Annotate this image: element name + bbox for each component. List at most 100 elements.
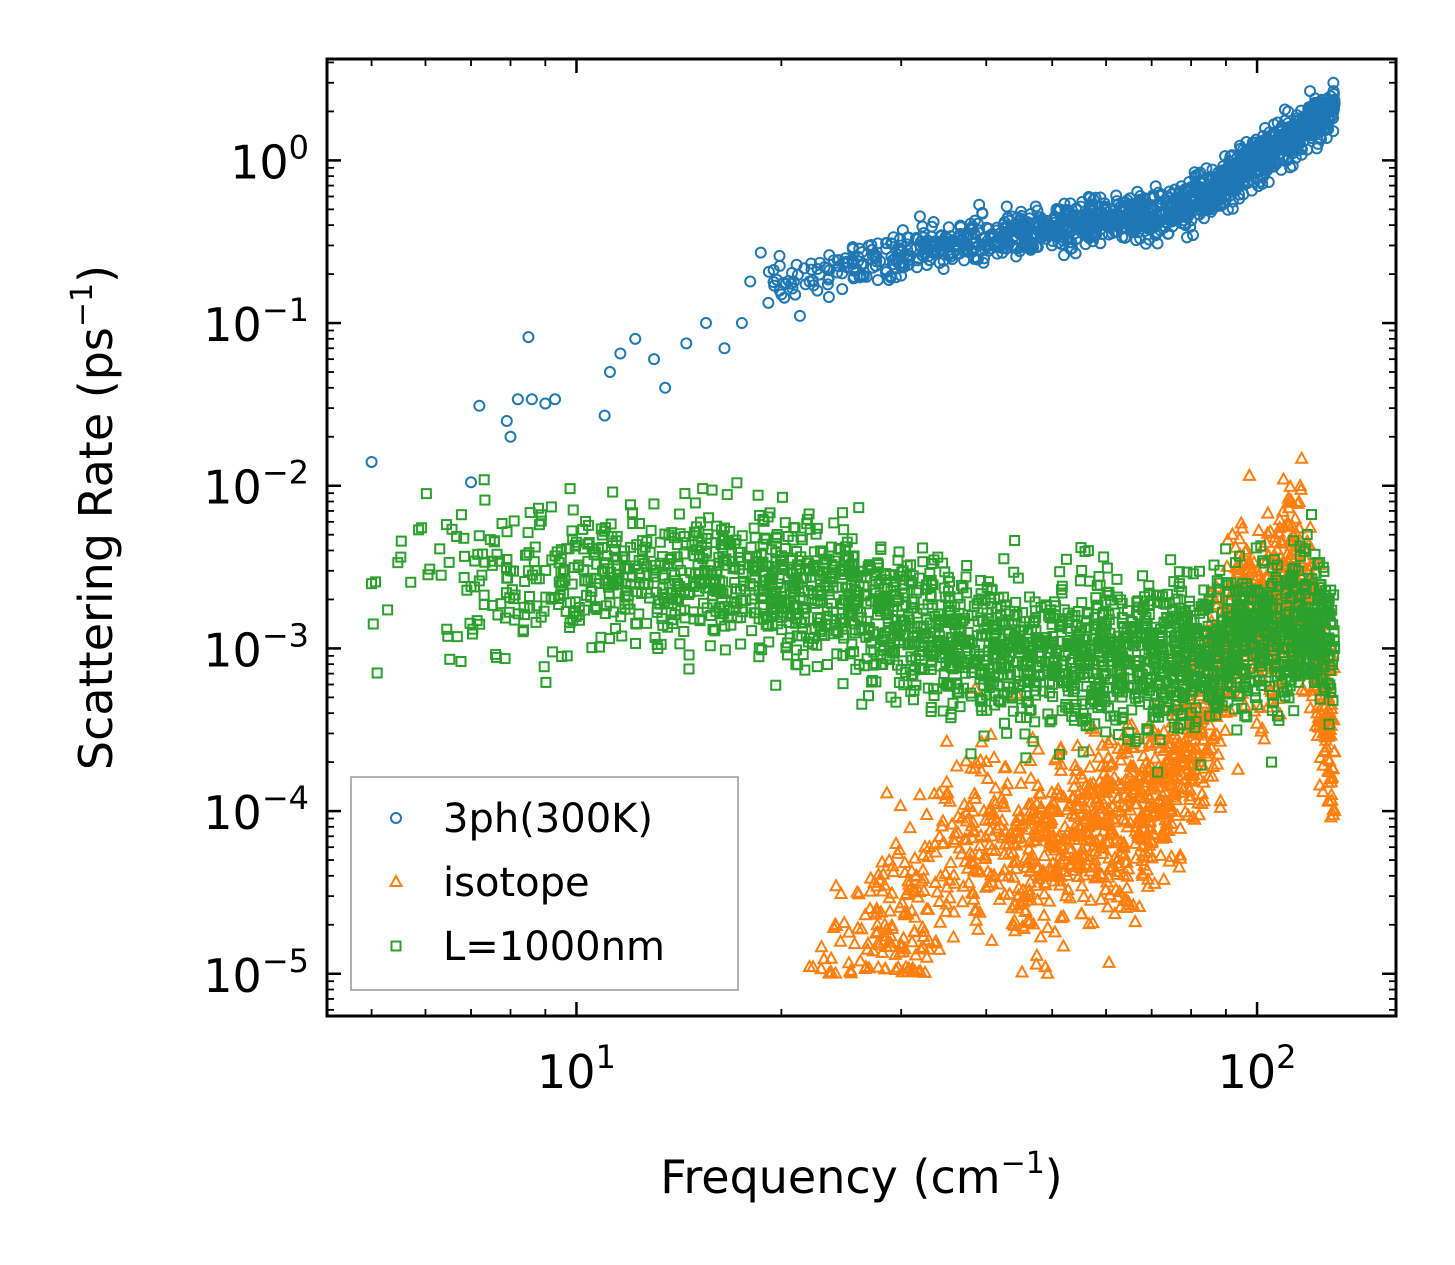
data-point bbox=[1195, 759, 1207, 771]
data-point bbox=[919, 949, 935, 963]
data-point bbox=[1242, 467, 1257, 481]
data-point bbox=[1287, 510, 1303, 524]
data-point bbox=[982, 222, 995, 235]
data-point bbox=[950, 824, 966, 839]
data-point bbox=[958, 254, 971, 267]
data-point bbox=[995, 868, 1011, 882]
data-point bbox=[1281, 517, 1296, 531]
data-point bbox=[1141, 228, 1154, 241]
data-point bbox=[939, 774, 954, 788]
data-point bbox=[1077, 848, 1092, 862]
data-point bbox=[1009, 837, 1024, 851]
data-point bbox=[1226, 163, 1239, 176]
data-point bbox=[1026, 916, 1041, 930]
data-point bbox=[1160, 756, 1175, 770]
data-point bbox=[1031, 741, 1046, 755]
data-point bbox=[1044, 803, 1060, 817]
data-point bbox=[665, 551, 677, 563]
data-point bbox=[1087, 193, 1100, 206]
data-point bbox=[1317, 105, 1330, 118]
data-point bbox=[522, 331, 535, 344]
data-point bbox=[1075, 770, 1090, 784]
data-point bbox=[1000, 231, 1013, 244]
data-point bbox=[1111, 740, 1126, 754]
data-point bbox=[1038, 877, 1053, 891]
data-point bbox=[978, 812, 993, 826]
data-point bbox=[972, 904, 988, 918]
data-point bbox=[1087, 230, 1100, 243]
data-point bbox=[1040, 920, 1055, 934]
data-point bbox=[1262, 176, 1275, 189]
data-point bbox=[1130, 234, 1143, 247]
data-point bbox=[1187, 568, 1199, 580]
data-point bbox=[1192, 770, 1207, 784]
data-point bbox=[967, 790, 983, 804]
data-point bbox=[555, 566, 567, 578]
data-point bbox=[1193, 565, 1205, 577]
data-point bbox=[539, 397, 552, 410]
data-point bbox=[888, 628, 900, 640]
series-3ph(300K) bbox=[365, 76, 1341, 489]
data-point bbox=[847, 936, 862, 950]
data-point bbox=[916, 882, 932, 896]
data-point bbox=[1061, 798, 1077, 812]
data-point bbox=[861, 960, 877, 974]
data-point bbox=[1117, 787, 1133, 801]
data-point bbox=[883, 934, 898, 948]
data-point bbox=[1012, 760, 1028, 774]
data-point bbox=[1159, 215, 1172, 228]
data-point bbox=[888, 835, 904, 849]
data-point bbox=[836, 607, 848, 619]
data-point bbox=[422, 569, 434, 581]
data-point bbox=[598, 409, 611, 422]
data-point bbox=[900, 906, 915, 920]
data-point bbox=[1285, 128, 1298, 141]
data-point bbox=[1138, 755, 1154, 769]
data-point bbox=[1062, 890, 1078, 904]
data-point bbox=[1119, 880, 1135, 894]
data-point bbox=[1014, 205, 1027, 218]
data-point bbox=[1174, 784, 1189, 798]
data-point bbox=[994, 790, 1010, 804]
data-point bbox=[946, 929, 961, 943]
data-point bbox=[1053, 227, 1066, 240]
data-point bbox=[937, 263, 950, 276]
data-point bbox=[589, 602, 601, 614]
data-point bbox=[1067, 757, 1083, 772]
data-point bbox=[1310, 699, 1325, 713]
data-point bbox=[649, 631, 661, 643]
data-point bbox=[1260, 505, 1276, 519]
data-point bbox=[566, 525, 578, 537]
data-point bbox=[1159, 809, 1174, 823]
data-point bbox=[1123, 727, 1135, 739]
data-point bbox=[1101, 749, 1116, 763]
data-point bbox=[842, 963, 858, 977]
data-point bbox=[1321, 702, 1337, 717]
data-point bbox=[961, 560, 973, 572]
data-point bbox=[1110, 790, 1125, 804]
data-point bbox=[535, 509, 547, 521]
data-point bbox=[583, 537, 595, 549]
data-point bbox=[1194, 786, 1210, 800]
data-point bbox=[972, 846, 987, 860]
data-point bbox=[1144, 759, 1159, 773]
data-point bbox=[1090, 592, 1102, 604]
data-point bbox=[1252, 180, 1265, 193]
data-point bbox=[1094, 191, 1107, 204]
data-point bbox=[1301, 529, 1313, 541]
data-point bbox=[1166, 200, 1179, 213]
data-point bbox=[966, 223, 979, 236]
data-point bbox=[472, 548, 484, 560]
data-point bbox=[495, 598, 507, 610]
data-point bbox=[1213, 793, 1228, 807]
data-point bbox=[522, 527, 534, 539]
data-point bbox=[1187, 228, 1200, 241]
data-point bbox=[880, 237, 893, 250]
data-point bbox=[1272, 520, 1287, 534]
data-point bbox=[1263, 523, 1278, 537]
data-point bbox=[1292, 477, 1308, 492]
data-point bbox=[466, 628, 478, 640]
data-point bbox=[1283, 493, 1298, 507]
data-point bbox=[793, 309, 806, 322]
data-point bbox=[891, 959, 906, 973]
